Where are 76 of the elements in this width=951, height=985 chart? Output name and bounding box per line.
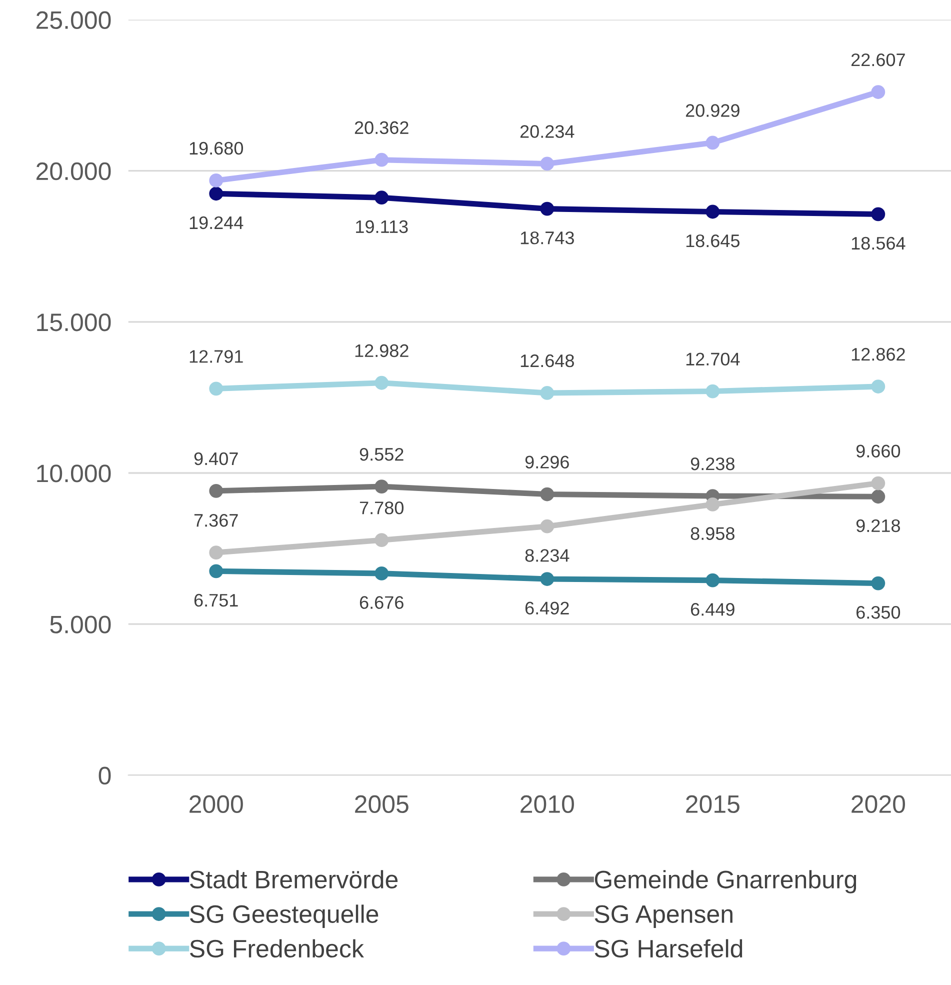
point bbox=[209, 382, 224, 396]
legend-label: SG Harsefeld bbox=[594, 939, 742, 958]
point bbox=[540, 202, 554, 216]
data-label: 7.780 bbox=[360, 502, 404, 514]
point bbox=[871, 207, 886, 222]
point bbox=[871, 380, 886, 394]
data-label: 20.234 bbox=[520, 125, 574, 138]
point bbox=[871, 476, 886, 490]
data-label: 18.743 bbox=[520, 231, 574, 244]
data-label: 9.296 bbox=[525, 456, 569, 468]
legend-label: SG Geestequelle bbox=[190, 904, 378, 928]
data-label: 9.660 bbox=[856, 444, 900, 458]
x-tick-label: 2010 bbox=[520, 795, 574, 814]
data-label: 9.552 bbox=[360, 448, 404, 461]
point bbox=[706, 204, 720, 219]
data-label: 20.362 bbox=[354, 121, 408, 134]
data-label: 9.407 bbox=[194, 452, 238, 466]
point bbox=[540, 156, 554, 171]
data-label: 8.958 bbox=[690, 527, 734, 540]
point bbox=[374, 190, 389, 205]
data-label: 12.982 bbox=[355, 344, 408, 358]
point bbox=[374, 533, 389, 548]
data-label: 19.244 bbox=[190, 216, 244, 230]
data-label: 9.218 bbox=[856, 519, 900, 532]
y-tick-label: 0 bbox=[98, 766, 111, 784]
point bbox=[706, 136, 720, 150]
data-label: 8.234 bbox=[525, 549, 570, 562]
point bbox=[209, 186, 224, 201]
y-tick-label: 5.000 bbox=[50, 616, 111, 634]
data-label: 9.238 bbox=[690, 457, 734, 470]
point bbox=[706, 573, 720, 588]
point bbox=[209, 174, 224, 188]
data-label: 7.367 bbox=[194, 514, 238, 527]
data-label: 6.492 bbox=[525, 602, 569, 614]
data-label: 22.607 bbox=[851, 53, 905, 66]
y-tick-label: 10.000 bbox=[37, 464, 111, 482]
point bbox=[871, 576, 886, 590]
legend-label: SG Fredenbeck bbox=[190, 939, 364, 958]
data-label: 12.862 bbox=[852, 348, 905, 361]
point bbox=[706, 384, 720, 398]
point bbox=[706, 498, 720, 512]
point bbox=[871, 85, 886, 99]
x-tick-label: 2015 bbox=[686, 795, 740, 814]
data-label: 18.645 bbox=[686, 234, 740, 248]
data-label: 12.648 bbox=[520, 354, 574, 368]
point bbox=[540, 386, 554, 400]
data-label: 6.449 bbox=[690, 603, 734, 616]
x-tick-label: 2005 bbox=[355, 795, 408, 814]
point bbox=[374, 376, 389, 390]
data-label: 12.704 bbox=[686, 352, 740, 366]
data-label: 6.676 bbox=[360, 596, 404, 609]
point bbox=[209, 546, 224, 560]
data-label: 19.113 bbox=[356, 220, 408, 234]
point bbox=[209, 564, 224, 578]
legend-label: Gemeinde Gnarrenburg bbox=[594, 870, 856, 894]
legend-label: SG Apensen bbox=[594, 905, 732, 928]
data-label: 6.751 bbox=[194, 594, 238, 607]
x-tick-label: 2020 bbox=[852, 795, 906, 814]
data-label: 18.564 bbox=[852, 236, 906, 250]
point bbox=[871, 490, 886, 504]
point bbox=[540, 519, 554, 534]
legend-label: Stadt Bremervörde bbox=[190, 870, 398, 888]
x-tick-label: 2000 bbox=[190, 795, 243, 814]
point bbox=[209, 484, 224, 498]
data-label: 19.680 bbox=[190, 142, 244, 155]
data-label: 6.350 bbox=[856, 606, 900, 619]
data-label: 12.791 bbox=[190, 350, 243, 363]
y-tick-label: 20.000 bbox=[36, 162, 111, 180]
y-tick-label: 25.000 bbox=[36, 11, 111, 30]
point bbox=[540, 487, 554, 502]
point bbox=[540, 572, 554, 586]
point bbox=[374, 152, 389, 167]
point bbox=[374, 566, 389, 580]
y-tick-label: 15.000 bbox=[37, 314, 111, 332]
point bbox=[374, 480, 389, 494]
data-label: 20.929 bbox=[686, 104, 740, 117]
